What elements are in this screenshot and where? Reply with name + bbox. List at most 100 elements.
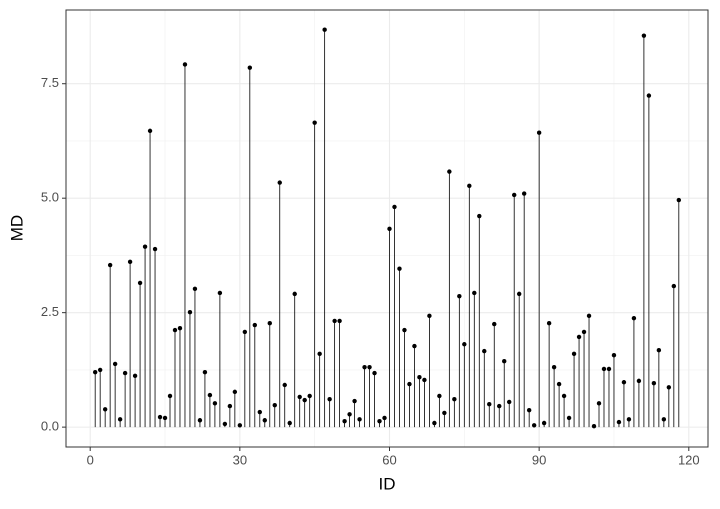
point [302, 397, 307, 403]
point [412, 343, 417, 349]
point [332, 318, 337, 324]
point [502, 358, 507, 364]
point [611, 353, 617, 358]
point [551, 364, 557, 370]
point [566, 415, 572, 421]
point [477, 213, 482, 219]
point [372, 370, 377, 376]
point [172, 327, 178, 333]
point [142, 244, 148, 249]
point [282, 382, 287, 388]
point [92, 369, 98, 375]
point [666, 385, 672, 390]
point [576, 334, 582, 340]
point [457, 293, 462, 299]
point [606, 366, 612, 372]
point [417, 375, 422, 380]
point [512, 192, 517, 198]
point [292, 291, 297, 297]
point [237, 423, 243, 428]
point [367, 364, 372, 370]
point [507, 399, 512, 405]
point [122, 370, 128, 376]
point [102, 407, 108, 412]
point [626, 417, 632, 422]
point [287, 420, 292, 426]
point [262, 418, 267, 423]
point [616, 419, 622, 425]
point [641, 33, 647, 38]
point [152, 246, 158, 252]
point [556, 381, 562, 387]
x-tick-label: 90 [532, 452, 546, 467]
point [297, 394, 302, 400]
point [621, 380, 627, 385]
point [192, 286, 198, 292]
point [362, 364, 367, 370]
point [182, 62, 188, 67]
point [591, 424, 597, 429]
point [357, 417, 362, 422]
point [656, 348, 662, 353]
x-axis-title: ID [379, 474, 396, 493]
point [397, 266, 402, 271]
point [227, 403, 233, 409]
point [432, 420, 437, 426]
point [107, 262, 113, 268]
point [157, 414, 163, 420]
point [546, 320, 552, 326]
point [137, 280, 143, 286]
point [636, 378, 642, 384]
point [382, 415, 387, 421]
point [497, 403, 502, 409]
point [601, 366, 607, 372]
point [581, 329, 587, 335]
point [402, 327, 407, 333]
point [407, 381, 412, 387]
point [337, 318, 342, 324]
point [127, 259, 133, 265]
point [442, 410, 447, 416]
point [322, 27, 327, 32]
point [347, 412, 352, 417]
point [526, 407, 532, 413]
point [571, 351, 577, 357]
point [437, 393, 442, 399]
point [117, 417, 123, 422]
y-tick-label: 0.0 [41, 419, 59, 434]
point [222, 421, 228, 427]
point [516, 291, 522, 297]
point [352, 398, 357, 404]
point [377, 418, 382, 424]
point [112, 361, 118, 367]
point [646, 93, 652, 98]
point [452, 396, 457, 402]
x-tick-label: 120 [678, 452, 700, 467]
point [531, 423, 537, 428]
point [232, 389, 238, 395]
point [177, 326, 183, 331]
point [482, 348, 487, 354]
point [541, 420, 547, 426]
point [197, 418, 203, 423]
point [242, 329, 248, 335]
point [247, 65, 253, 70]
point [167, 393, 173, 399]
point [651, 380, 657, 386]
point [596, 401, 602, 406]
y-tick-label: 5.0 [41, 190, 59, 205]
point [202, 369, 208, 375]
point [147, 128, 153, 134]
point [676, 197, 682, 203]
point [277, 180, 282, 185]
panel-border [65, 9, 709, 448]
point [317, 351, 322, 357]
point [132, 373, 138, 379]
point [671, 283, 677, 289]
point [97, 367, 103, 373]
point [427, 313, 432, 319]
point [472, 290, 477, 296]
point [307, 393, 312, 399]
